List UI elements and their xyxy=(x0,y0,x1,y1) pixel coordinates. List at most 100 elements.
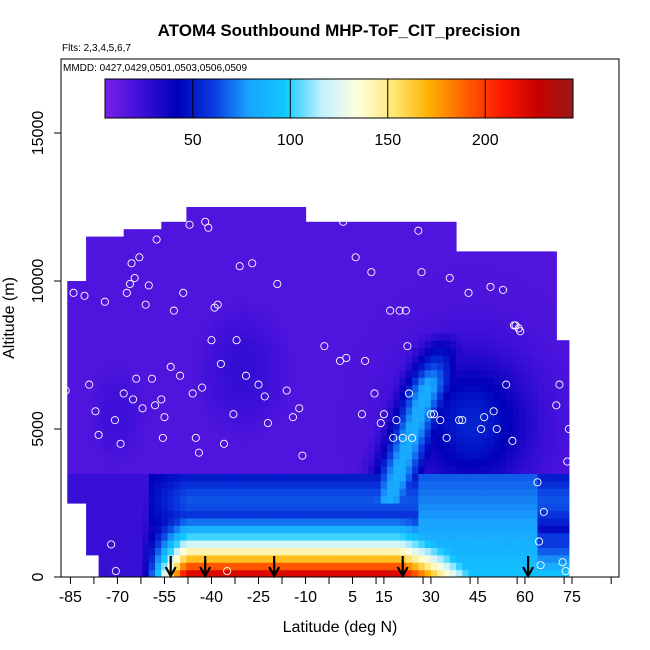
heatmap-cell xyxy=(305,325,313,334)
heatmap-cell xyxy=(562,480,570,489)
heatmap-cell xyxy=(506,325,514,334)
heatmap-cell xyxy=(380,295,388,304)
heatmap-cell xyxy=(198,525,206,534)
heatmap-cell xyxy=(487,458,495,467)
heatmap-cell xyxy=(92,517,100,526)
heatmap-cell xyxy=(474,362,482,371)
heatmap-cell xyxy=(211,229,219,238)
heatmap-cell xyxy=(424,355,432,363)
heatmap-cell xyxy=(224,488,231,497)
heatmap-cell xyxy=(368,429,376,437)
heatmap-cell xyxy=(255,229,263,238)
heatmap-cell xyxy=(249,295,256,304)
heatmap-cell xyxy=(537,443,545,452)
heatmap-cell xyxy=(136,369,144,378)
heatmap-cell xyxy=(117,236,125,245)
heatmap-cell xyxy=(524,288,532,297)
heatmap-cell xyxy=(336,406,344,415)
heatmap-cell xyxy=(286,288,294,297)
heatmap-cell xyxy=(267,347,275,356)
heatmap-cell xyxy=(405,325,413,334)
heatmap-cell xyxy=(349,369,357,378)
heatmap-cell xyxy=(186,569,194,577)
heatmap-cell xyxy=(468,325,476,334)
heatmap-cell xyxy=(349,266,357,275)
heatmap-cell xyxy=(424,273,432,282)
heatmap-cell xyxy=(531,251,539,260)
heatmap-cell xyxy=(449,332,457,341)
heatmap-cell xyxy=(117,480,125,489)
heatmap-cell xyxy=(217,384,225,393)
heatmap-cell xyxy=(123,281,131,289)
heatmap-cell xyxy=(261,510,269,519)
heatmap-cell xyxy=(531,288,539,297)
heatmap-cell xyxy=(405,503,413,511)
heatmap-cell xyxy=(73,355,81,363)
heatmap-cell xyxy=(374,510,382,519)
heatmap-cell xyxy=(305,392,313,400)
heatmap-cell xyxy=(173,547,181,556)
heatmap-cell xyxy=(267,355,275,363)
heatmap-cell xyxy=(224,310,231,319)
heatmap-cell xyxy=(255,399,263,408)
heatmap-cell xyxy=(412,547,419,556)
heatmap-cell xyxy=(155,554,162,563)
heatmap-cell xyxy=(355,569,363,577)
heatmap-cell xyxy=(136,517,144,526)
heatmap-cell xyxy=(380,392,388,400)
heatmap-cell xyxy=(173,377,181,386)
heatmap-cell xyxy=(173,229,181,238)
heatmap-cell xyxy=(261,480,269,489)
heatmap-cell xyxy=(123,562,131,571)
heatmap-cell xyxy=(468,532,476,541)
heatmap-cell xyxy=(455,347,463,356)
observation-point xyxy=(486,282,495,291)
heatmap-cell xyxy=(462,540,470,548)
heatmap-cell xyxy=(462,318,470,326)
heatmap-cell xyxy=(192,384,200,393)
x-tick-label: 75 xyxy=(563,589,581,606)
heatmap-cell xyxy=(474,480,482,489)
observation-point xyxy=(248,259,257,268)
heatmap-cell xyxy=(336,540,344,548)
heatmap-cell xyxy=(336,221,344,230)
heatmap-cell xyxy=(318,569,325,577)
heatmap-cell xyxy=(336,429,344,437)
heatmap-cell xyxy=(280,525,288,534)
heatmap-cell xyxy=(562,532,570,541)
observation-point xyxy=(254,380,263,389)
heatmap-cell xyxy=(493,251,501,260)
heatmap-cell xyxy=(129,295,137,304)
heatmap-cell xyxy=(443,362,451,371)
heatmap-cell xyxy=(318,288,325,297)
heatmap-cell xyxy=(430,547,438,556)
heatmap-cell xyxy=(499,369,507,378)
heatmap-cell xyxy=(399,281,407,289)
heatmap-cell xyxy=(468,295,476,304)
heatmap-cell xyxy=(543,251,551,260)
heatmap-cell xyxy=(67,362,75,371)
heatmap-cell xyxy=(455,258,463,267)
heatmap-cell xyxy=(349,480,357,489)
heatmap-cell xyxy=(318,332,325,341)
heatmap-cell xyxy=(368,325,376,334)
heatmap-cell xyxy=(217,355,225,363)
y-tick-label: 10000 xyxy=(30,259,47,304)
heatmap-cell xyxy=(550,458,557,467)
heatmap-cell xyxy=(449,384,457,393)
heatmap-cell xyxy=(217,244,225,252)
heatmap-cell xyxy=(117,340,125,349)
heatmap-cell xyxy=(111,569,119,577)
heatmap-cell xyxy=(267,503,275,511)
heatmap-cell xyxy=(330,369,338,378)
heatmap-cell xyxy=(518,436,526,445)
heatmap-cell xyxy=(368,421,376,430)
heatmap-cell xyxy=(255,221,263,230)
heatmap-cell xyxy=(393,532,401,541)
heatmap-cell xyxy=(437,443,445,452)
heatmap-cell xyxy=(311,318,319,326)
heatmap-cell xyxy=(330,377,338,386)
heatmap-cell xyxy=(405,362,413,371)
heatmap-cell xyxy=(161,517,169,526)
heatmap-cell xyxy=(129,554,137,563)
